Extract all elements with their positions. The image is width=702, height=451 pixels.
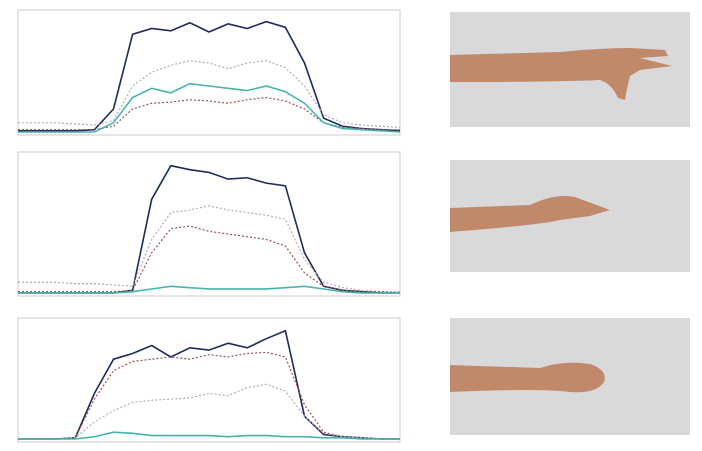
signal-line [18, 225, 401, 294]
signal-line [18, 96, 400, 131]
signal-line [18, 60, 401, 128]
signal-line [18, 431, 400, 440]
arm [450, 196, 610, 232]
signal-line [18, 82, 401, 133]
signal-line [18, 285, 400, 294]
signal-line [18, 383, 400, 440]
plot-frame [17, 151, 401, 297]
plot-frame [17, 317, 401, 443]
signal-line [18, 329, 400, 440]
signal-line [18, 20, 401, 132]
arm [450, 48, 672, 100]
plot-frame [17, 9, 401, 136]
photos [450, 12, 690, 435]
arm [450, 362, 605, 393]
signal-line [18, 164, 400, 294]
signal-line [18, 351, 400, 440]
signal-line [18, 205, 400, 293]
